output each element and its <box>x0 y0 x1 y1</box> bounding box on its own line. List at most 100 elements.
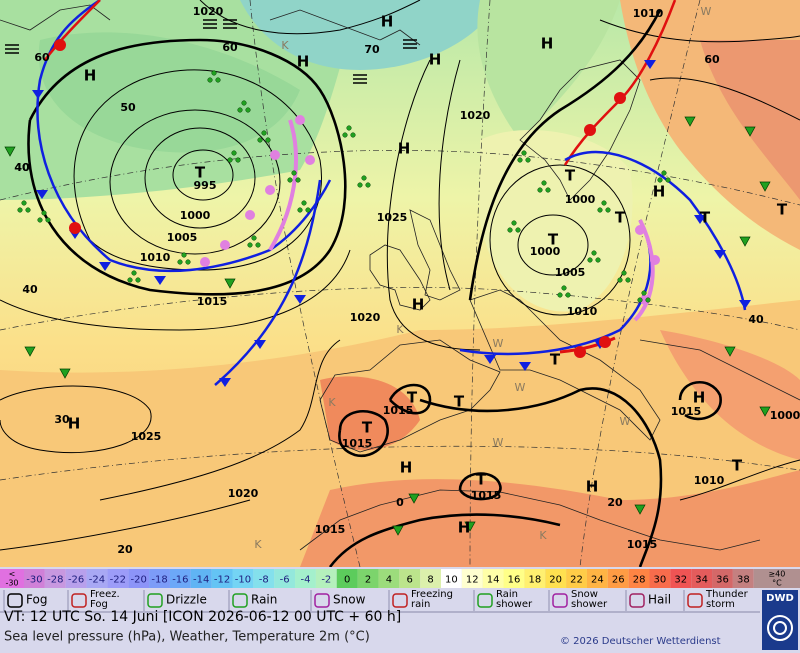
cool-area <box>38 32 300 153</box>
legend-cell <box>670 569 692 588</box>
legend-value: 4 <box>386 575 392 586</box>
shower-symbol <box>4 146 16 157</box>
occluded-front <box>633 219 655 322</box>
legend-value: 8 <box>427 575 433 586</box>
isobar <box>144 127 256 229</box>
legend-cell <box>149 569 170 588</box>
legend-cell <box>357 569 379 588</box>
isobar <box>386 59 481 351</box>
pressure-center: H <box>586 478 599 496</box>
rain-dot <box>251 235 257 241</box>
rain-dot <box>135 277 141 283</box>
legend-cell <box>0 569 24 588</box>
legend-cell <box>586 569 608 588</box>
mild-area <box>480 130 633 312</box>
legend-cell <box>107 569 129 588</box>
rain-dot <box>45 217 51 223</box>
dwd-logo-mark <box>767 615 793 641</box>
cold-front-triangle <box>714 250 726 259</box>
isobar-label: 20 <box>607 496 623 509</box>
legend-cell <box>399 569 421 588</box>
shower-symbol <box>59 368 71 379</box>
pressure-center: T <box>565 167 576 185</box>
cold-front-triangle <box>99 262 111 271</box>
dwd-logo-mark <box>773 621 787 635</box>
isobar <box>109 109 281 255</box>
cold-front-triangle <box>254 340 266 349</box>
cold-front-triangle <box>154 276 166 285</box>
valid-time: VT: 12 UTC So. 14 Juni [ICON 2026-06-12 … <box>4 609 401 625</box>
shower-symbol <box>634 504 646 515</box>
coastline <box>519 59 641 201</box>
rain-dot <box>301 200 307 206</box>
rain-dot <box>245 107 251 113</box>
legend-value: 38 <box>737 575 750 586</box>
isobar <box>678 380 722 421</box>
legend-cell <box>65 569 87 588</box>
isobar-label: 60 <box>704 53 720 66</box>
rain-dot <box>641 290 647 296</box>
rain-dot <box>41 210 47 216</box>
pressure-center: T <box>476 471 487 489</box>
isobar-label: 1015 <box>315 523 346 536</box>
legend-value: -2 <box>321 575 331 586</box>
legend-icon <box>552 593 568 608</box>
legend-symbol-label: storm <box>706 599 735 610</box>
rain-dot <box>545 187 551 193</box>
warm-front-bump <box>574 346 586 358</box>
air-mass-label: K <box>254 538 262 551</box>
shower-symbol <box>739 236 751 247</box>
warm-front-bump <box>614 92 626 104</box>
isobar-label: 30 <box>54 413 70 426</box>
occlusion-bump <box>200 257 210 267</box>
rain-dot <box>211 70 217 76</box>
legend-value: 30 <box>654 575 667 586</box>
graticule <box>0 287 800 331</box>
rain-dot <box>357 182 363 188</box>
legend-value: -4 <box>300 575 310 586</box>
legend-cell <box>295 569 316 588</box>
legend-value: 36 <box>716 575 729 586</box>
rain-dot <box>661 170 667 176</box>
hot-area <box>660 330 800 460</box>
coastline <box>369 244 431 311</box>
pressure-center: H <box>412 296 425 314</box>
coastline <box>409 209 461 301</box>
legend-symbol-label: Snow <box>571 589 598 600</box>
rain-dot <box>537 187 543 193</box>
copyright: © 2026 Deutscher Wetterdienst <box>560 636 721 647</box>
legend-cell <box>732 569 754 588</box>
shower-symbol <box>724 346 736 357</box>
graticule <box>579 0 701 568</box>
cold-front-triangle <box>694 215 706 224</box>
rain-dot <box>305 207 311 213</box>
rain-dot <box>247 242 253 248</box>
legend-cell <box>545 569 567 588</box>
legend-low: -30 <box>5 579 18 588</box>
legend-value: 18 <box>528 575 541 586</box>
rain-dot <box>215 77 221 83</box>
isobar-label: 1005 <box>555 266 586 279</box>
air-mass-label: K <box>281 39 289 52</box>
isobar-label: 1020 <box>350 311 381 324</box>
warm-front <box>44 0 101 61</box>
legend-value: -24 <box>89 575 105 586</box>
isobar-label: 60 <box>34 51 50 64</box>
rain-dot <box>565 292 571 298</box>
rain-dot <box>181 252 187 258</box>
rain-dot <box>37 217 43 223</box>
cold-sea <box>240 0 500 70</box>
rain-dot <box>207 77 213 83</box>
rain-dot <box>591 250 597 256</box>
cold-front-triangle <box>519 362 531 371</box>
pressure-center: T <box>548 231 559 249</box>
rain-dot <box>597 207 603 213</box>
rain-dot <box>235 157 241 163</box>
legend-icon <box>629 593 645 608</box>
pressure-center: T <box>407 389 418 407</box>
isobar <box>468 9 662 301</box>
air-mass-label: W <box>515 381 526 394</box>
legend-symbol-label: Rain <box>251 593 277 607</box>
rain-dot <box>595 257 601 263</box>
legend-value: 6 <box>407 575 413 586</box>
